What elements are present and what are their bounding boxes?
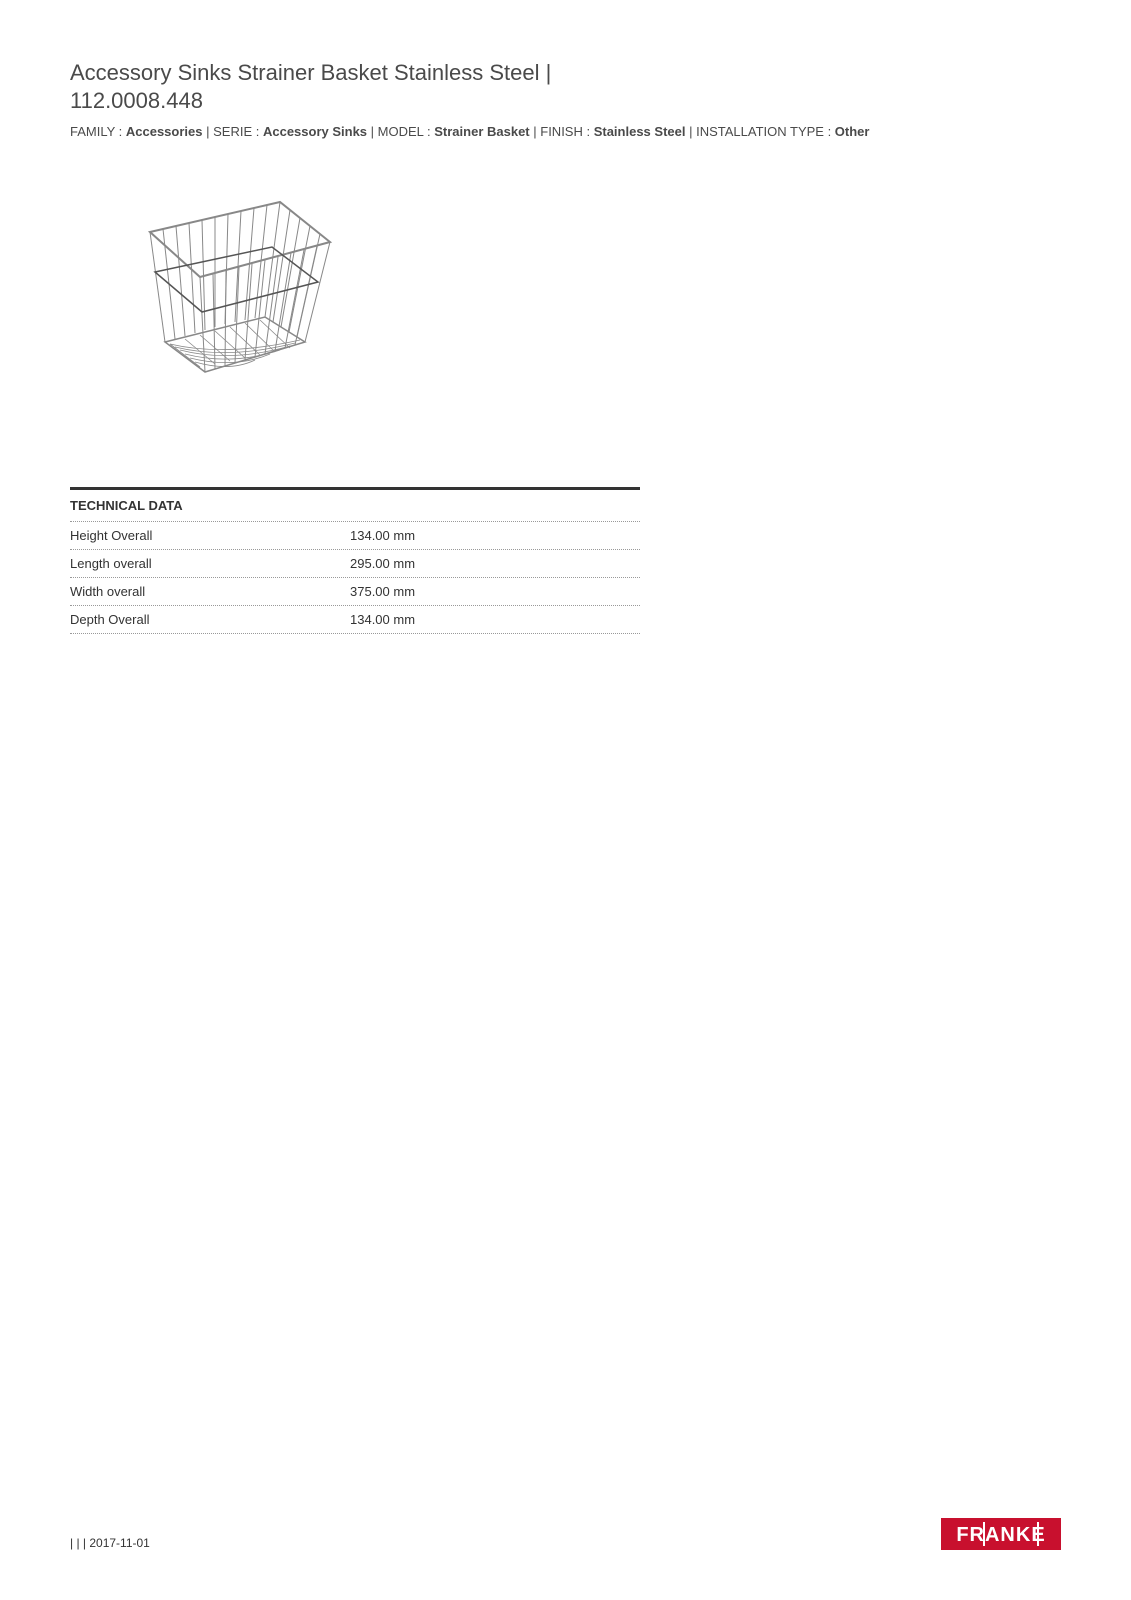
separator: | [530,124,541,139]
table-row: Width overall 375.00 mm [70,578,640,606]
table-row: Depth Overall 134.00 mm [70,606,640,634]
tech-value: 295.00 mm [350,556,415,571]
footer-date: | | | 2017-11-01 [70,1536,150,1550]
tech-label: Height Overall [70,528,350,543]
install-value: Other [835,124,870,139]
separator: | [367,124,378,139]
finish-label: FINISH : [540,124,593,139]
model-label: MODEL : [378,124,435,139]
serie-label: SERIE : [213,124,263,139]
product-number: 112.0008.448 [70,88,1061,114]
tech-value: 134.00 mm [350,612,415,627]
separator: | [685,124,696,139]
serie-value: Accessory Sinks [263,124,367,139]
svg-text:FRANKE: FRANKE [956,1524,1045,1546]
family-label: FAMILY : [70,124,126,139]
footer: | | | 2017-11-01 FRANKE [70,1518,1061,1550]
technical-data-table: TECHNICAL DATA Height Overall 134.00 mm … [70,487,640,634]
tech-label: Depth Overall [70,612,350,627]
separator: | [203,124,214,139]
tech-label: Length overall [70,556,350,571]
product-image [100,182,1061,407]
tech-value: 134.00 mm [350,528,415,543]
page-title: Accessory Sinks Strainer Basket Stainles… [70,60,1061,86]
franke-logo: FRANKE [941,1518,1061,1550]
family-value: Accessories [126,124,203,139]
tech-header: TECHNICAL DATA [70,490,640,522]
install-label: INSTALLATION TYPE : [696,124,835,139]
model-value: Strainer Basket [434,124,529,139]
tech-value: 375.00 mm [350,584,415,599]
finish-value: Stainless Steel [594,124,686,139]
tech-label: Width overall [70,584,350,599]
table-row: Height Overall 134.00 mm [70,522,640,550]
meta-line: FAMILY : Accessories | SERIE : Accessory… [70,122,1061,142]
table-row: Length overall 295.00 mm [70,550,640,578]
